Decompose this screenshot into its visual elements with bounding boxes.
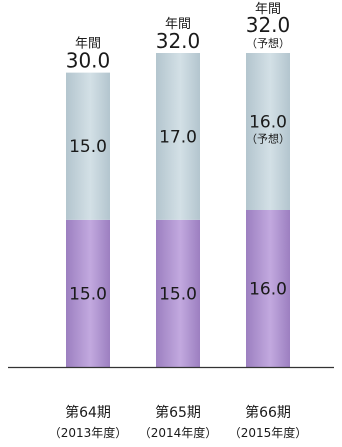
segment-value-label: 15.0 — [159, 284, 197, 304]
category-label: 第65期 — [155, 404, 201, 421]
bar-segment-upper — [66, 72, 110, 220]
bar-segment-upper — [156, 53, 200, 220]
segment-value-label: 17.0 — [159, 127, 197, 147]
bar-segment-lower — [66, 219, 110, 367]
bar-segment-upper — [246, 53, 290, 210]
segment-value-label: 16.0 — [249, 280, 287, 300]
segment-note-label: （予想） — [246, 132, 290, 146]
total-note-label: （予想） — [246, 36, 290, 50]
total-prefix-label: 年間 — [75, 37, 101, 52]
bar-segment-lower — [246, 210, 290, 367]
category-year-label: （2013年度） — [49, 425, 128, 440]
category-label: 第66期 — [245, 404, 291, 421]
segment-value-label: 15.0 — [69, 137, 107, 157]
segment-value-label: 15.0 — [69, 284, 107, 304]
total-prefix-label: 年間 — [165, 17, 191, 32]
category-label: 第64期 — [65, 404, 111, 421]
segment-value-label: 16.0 — [249, 113, 287, 133]
total-value-label: 32.0 — [246, 13, 291, 37]
total-value-label: 30.0 — [66, 49, 111, 73]
total-value-label: 32.0 — [156, 29, 201, 53]
bar-segment-lower — [156, 219, 200, 367]
category-year-label: （2014年度） — [139, 425, 218, 440]
category-year-label: （2015年度） — [229, 425, 308, 440]
total-prefix-label: 年間 — [255, 2, 281, 17]
